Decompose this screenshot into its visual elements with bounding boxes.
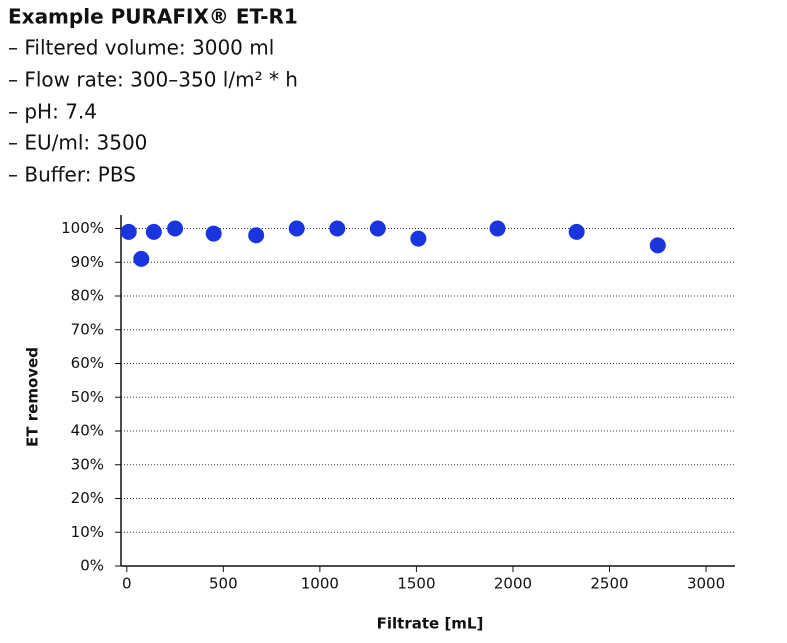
- y-tick-label: 70%: [71, 320, 104, 338]
- subtitle-line: – pH: 7.4: [8, 100, 97, 124]
- y-tick-label: 50%: [71, 388, 104, 406]
- y-axis-label: ET removed: [24, 347, 42, 447]
- y-tick-label: 60%: [71, 354, 104, 372]
- subtitle-line: – EU/ml: 3500: [8, 131, 147, 155]
- x-tick-label: 0: [122, 575, 132, 593]
- x-tick-label: 1000: [301, 575, 339, 593]
- data-point: [248, 227, 265, 244]
- data-point: [649, 237, 666, 254]
- y-tick-label: 80%: [71, 287, 104, 305]
- data-point: [288, 220, 305, 237]
- data-point: [568, 223, 585, 240]
- y-tick-label: 40%: [71, 422, 104, 440]
- data-point: [167, 220, 184, 237]
- y-tick-label: 20%: [71, 489, 104, 507]
- data-point: [205, 225, 222, 242]
- y-tick-label: 100%: [61, 219, 104, 237]
- chart-title: Example PURAFIX® ET-R1: [8, 5, 298, 29]
- y-tick-label: 10%: [71, 523, 104, 541]
- x-tick-label: 2500: [590, 575, 628, 593]
- subtitle-line: – Flow rate: 300–350 l/m² * h: [8, 68, 298, 92]
- data-point: [329, 220, 346, 237]
- data-point: [489, 220, 506, 237]
- y-tick-label: 30%: [71, 455, 104, 473]
- data-point: [369, 220, 386, 237]
- y-tick-label: 0%: [80, 557, 104, 575]
- x-axis-label: Filtrate [mL]: [377, 615, 484, 633]
- data-point: [120, 223, 137, 240]
- y-tick-label: 90%: [71, 253, 104, 271]
- x-tick-label: 500: [209, 575, 238, 593]
- subtitle-line: – Buffer: PBS: [8, 163, 136, 187]
- data-point: [133, 250, 150, 267]
- subtitle-line: – Filtered volume: 3000 ml: [8, 36, 274, 60]
- data-point: [145, 223, 162, 240]
- data-point: [410, 230, 427, 247]
- x-tick-label: 1500: [397, 575, 435, 593]
- x-tick-label: 3000: [687, 575, 725, 593]
- x-tick-label: 2000: [494, 575, 532, 593]
